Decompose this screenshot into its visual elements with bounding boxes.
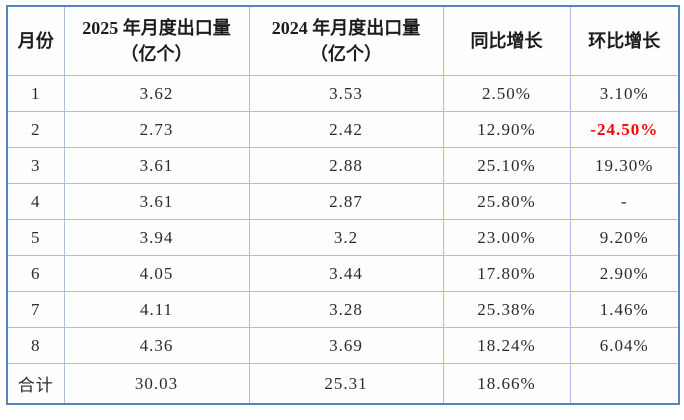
cell-month: 5 bbox=[6, 219, 65, 256]
cell-2024-total: 25.31 bbox=[248, 363, 444, 405]
monthly-export-table: 月份 2025 年月度出口量 （亿个） 2024 年月度出口量 （亿个） 同比增… bbox=[6, 5, 680, 405]
header-label-yoy: 同比增长 bbox=[470, 30, 543, 51]
cell-2025-value: 3.94 bbox=[63, 219, 250, 256]
cell-month: 2 bbox=[6, 111, 65, 148]
cell-yoy-value: 17.80% bbox=[442, 255, 571, 292]
cell-mom-value: 6.04% bbox=[569, 327, 680, 364]
cell-2025-value: 4.11 bbox=[63, 291, 250, 328]
cell-yoy-value: 25.10% bbox=[442, 147, 571, 184]
cell-yoy-total: 18.66% bbox=[442, 363, 571, 405]
cell-2024-value: 3.44 bbox=[248, 255, 444, 292]
cell-mom-value: 19.30% bbox=[569, 147, 680, 184]
cell-mom-total-empty bbox=[569, 363, 680, 405]
cell-month: 6 bbox=[6, 255, 65, 292]
cell-2025-value: 3.61 bbox=[63, 147, 250, 184]
cell-mom-value: 3.10% bbox=[569, 75, 680, 112]
cell-2025-total: 30.03 bbox=[63, 363, 250, 405]
header-label-month: 月份 bbox=[17, 30, 54, 51]
cell-yoy-value: 18.24% bbox=[442, 327, 571, 364]
cell-yoy-value: 25.38% bbox=[442, 291, 571, 328]
cell-2025-value: 3.61 bbox=[63, 183, 250, 220]
header-cell-2024-export: 2024 年月度出口量 （亿个） bbox=[248, 5, 444, 76]
cell-2024-value: 2.88 bbox=[248, 147, 444, 184]
header-cell-month: 月份 bbox=[6, 5, 65, 76]
cell-month: 4 bbox=[6, 183, 65, 220]
header-cell-2025-export: 2025 年月度出口量 （亿个） bbox=[63, 5, 250, 76]
table-row-month-5: 5 3.94 3.2 23.00% 9.20% bbox=[6, 219, 680, 256]
cell-yoy-value: 12.90% bbox=[442, 111, 571, 148]
header-label-2025-line2: （亿个） bbox=[120, 44, 193, 64]
header-cell-mom-growth: 环比增长 bbox=[569, 5, 680, 76]
table-row-total: 合计 30.03 25.31 18.66% bbox=[6, 363, 680, 405]
cell-month: 8 bbox=[6, 327, 65, 364]
header-cell-yoy-growth: 同比增长 bbox=[442, 5, 571, 76]
table-row-month-7: 7 4.11 3.28 25.38% 1.46% bbox=[6, 291, 680, 328]
cell-2025-value: 3.62 bbox=[63, 75, 250, 112]
table-row-month-4: 4 3.61 2.87 25.80% - bbox=[6, 183, 680, 220]
cell-yoy-value: 23.00% bbox=[442, 219, 571, 256]
table-row-month-8: 8 4.36 3.69 18.24% 6.04% bbox=[6, 327, 680, 364]
cell-yoy-value: 2.50% bbox=[442, 75, 571, 112]
cell-2024-value: 3.53 bbox=[248, 75, 444, 112]
cell-mom-value: 2.90% bbox=[569, 255, 680, 292]
cell-mom-value: 9.20% bbox=[569, 219, 680, 256]
header-label-mom: 环比增长 bbox=[588, 30, 661, 51]
cell-yoy-value: 25.80% bbox=[442, 183, 571, 220]
cell-2024-value: 3.69 bbox=[248, 327, 444, 364]
cell-mom-value: 1.46% bbox=[569, 291, 680, 328]
table-header: 月份 2025 年月度出口量 （亿个） 2024 年月度出口量 （亿个） 同比增… bbox=[6, 5, 680, 76]
cell-month: 7 bbox=[6, 291, 65, 328]
table-row-month-2: 2 2.73 2.42 12.90% -24.50% bbox=[6, 111, 680, 148]
cell-total-label: 合计 bbox=[6, 363, 65, 405]
cell-2024-value: 3.2 bbox=[248, 219, 444, 256]
cell-2024-value: 2.87 bbox=[248, 183, 444, 220]
header-label-2024-line2: （亿个） bbox=[310, 44, 382, 64]
table-row-month-1: 1 3.62 3.53 2.50% 3.10% bbox=[6, 75, 680, 112]
header-label-2024-line1: 2024 年月度出口量 bbox=[271, 17, 421, 38]
cell-2025-value: 4.05 bbox=[63, 255, 250, 292]
cell-month: 3 bbox=[6, 147, 65, 184]
cell-month: 1 bbox=[6, 75, 65, 112]
header-row: 月份 2025 年月度出口量 （亿个） 2024 年月度出口量 （亿个） 同比增… bbox=[6, 5, 680, 76]
cell-2024-value: 3.28 bbox=[248, 291, 444, 328]
cell-2024-value: 2.42 bbox=[248, 111, 444, 148]
cell-mom-value: - bbox=[569, 183, 680, 220]
cell-2025-value: 4.36 bbox=[63, 327, 250, 364]
table-row-month-6: 6 4.05 3.44 17.80% 2.90% bbox=[6, 255, 680, 292]
table-row-month-3: 3 3.61 2.88 25.10% 19.30% bbox=[6, 147, 680, 184]
cell-mom-value-negative: -24.50% bbox=[569, 111, 680, 148]
cell-2025-value: 2.73 bbox=[63, 111, 250, 148]
header-label-2025-line1: 2025 年月度出口量 bbox=[82, 17, 231, 38]
table-body: 1 3.62 3.53 2.50% 3.10% 2 2.73 2.42 12.9… bbox=[6, 75, 680, 405]
